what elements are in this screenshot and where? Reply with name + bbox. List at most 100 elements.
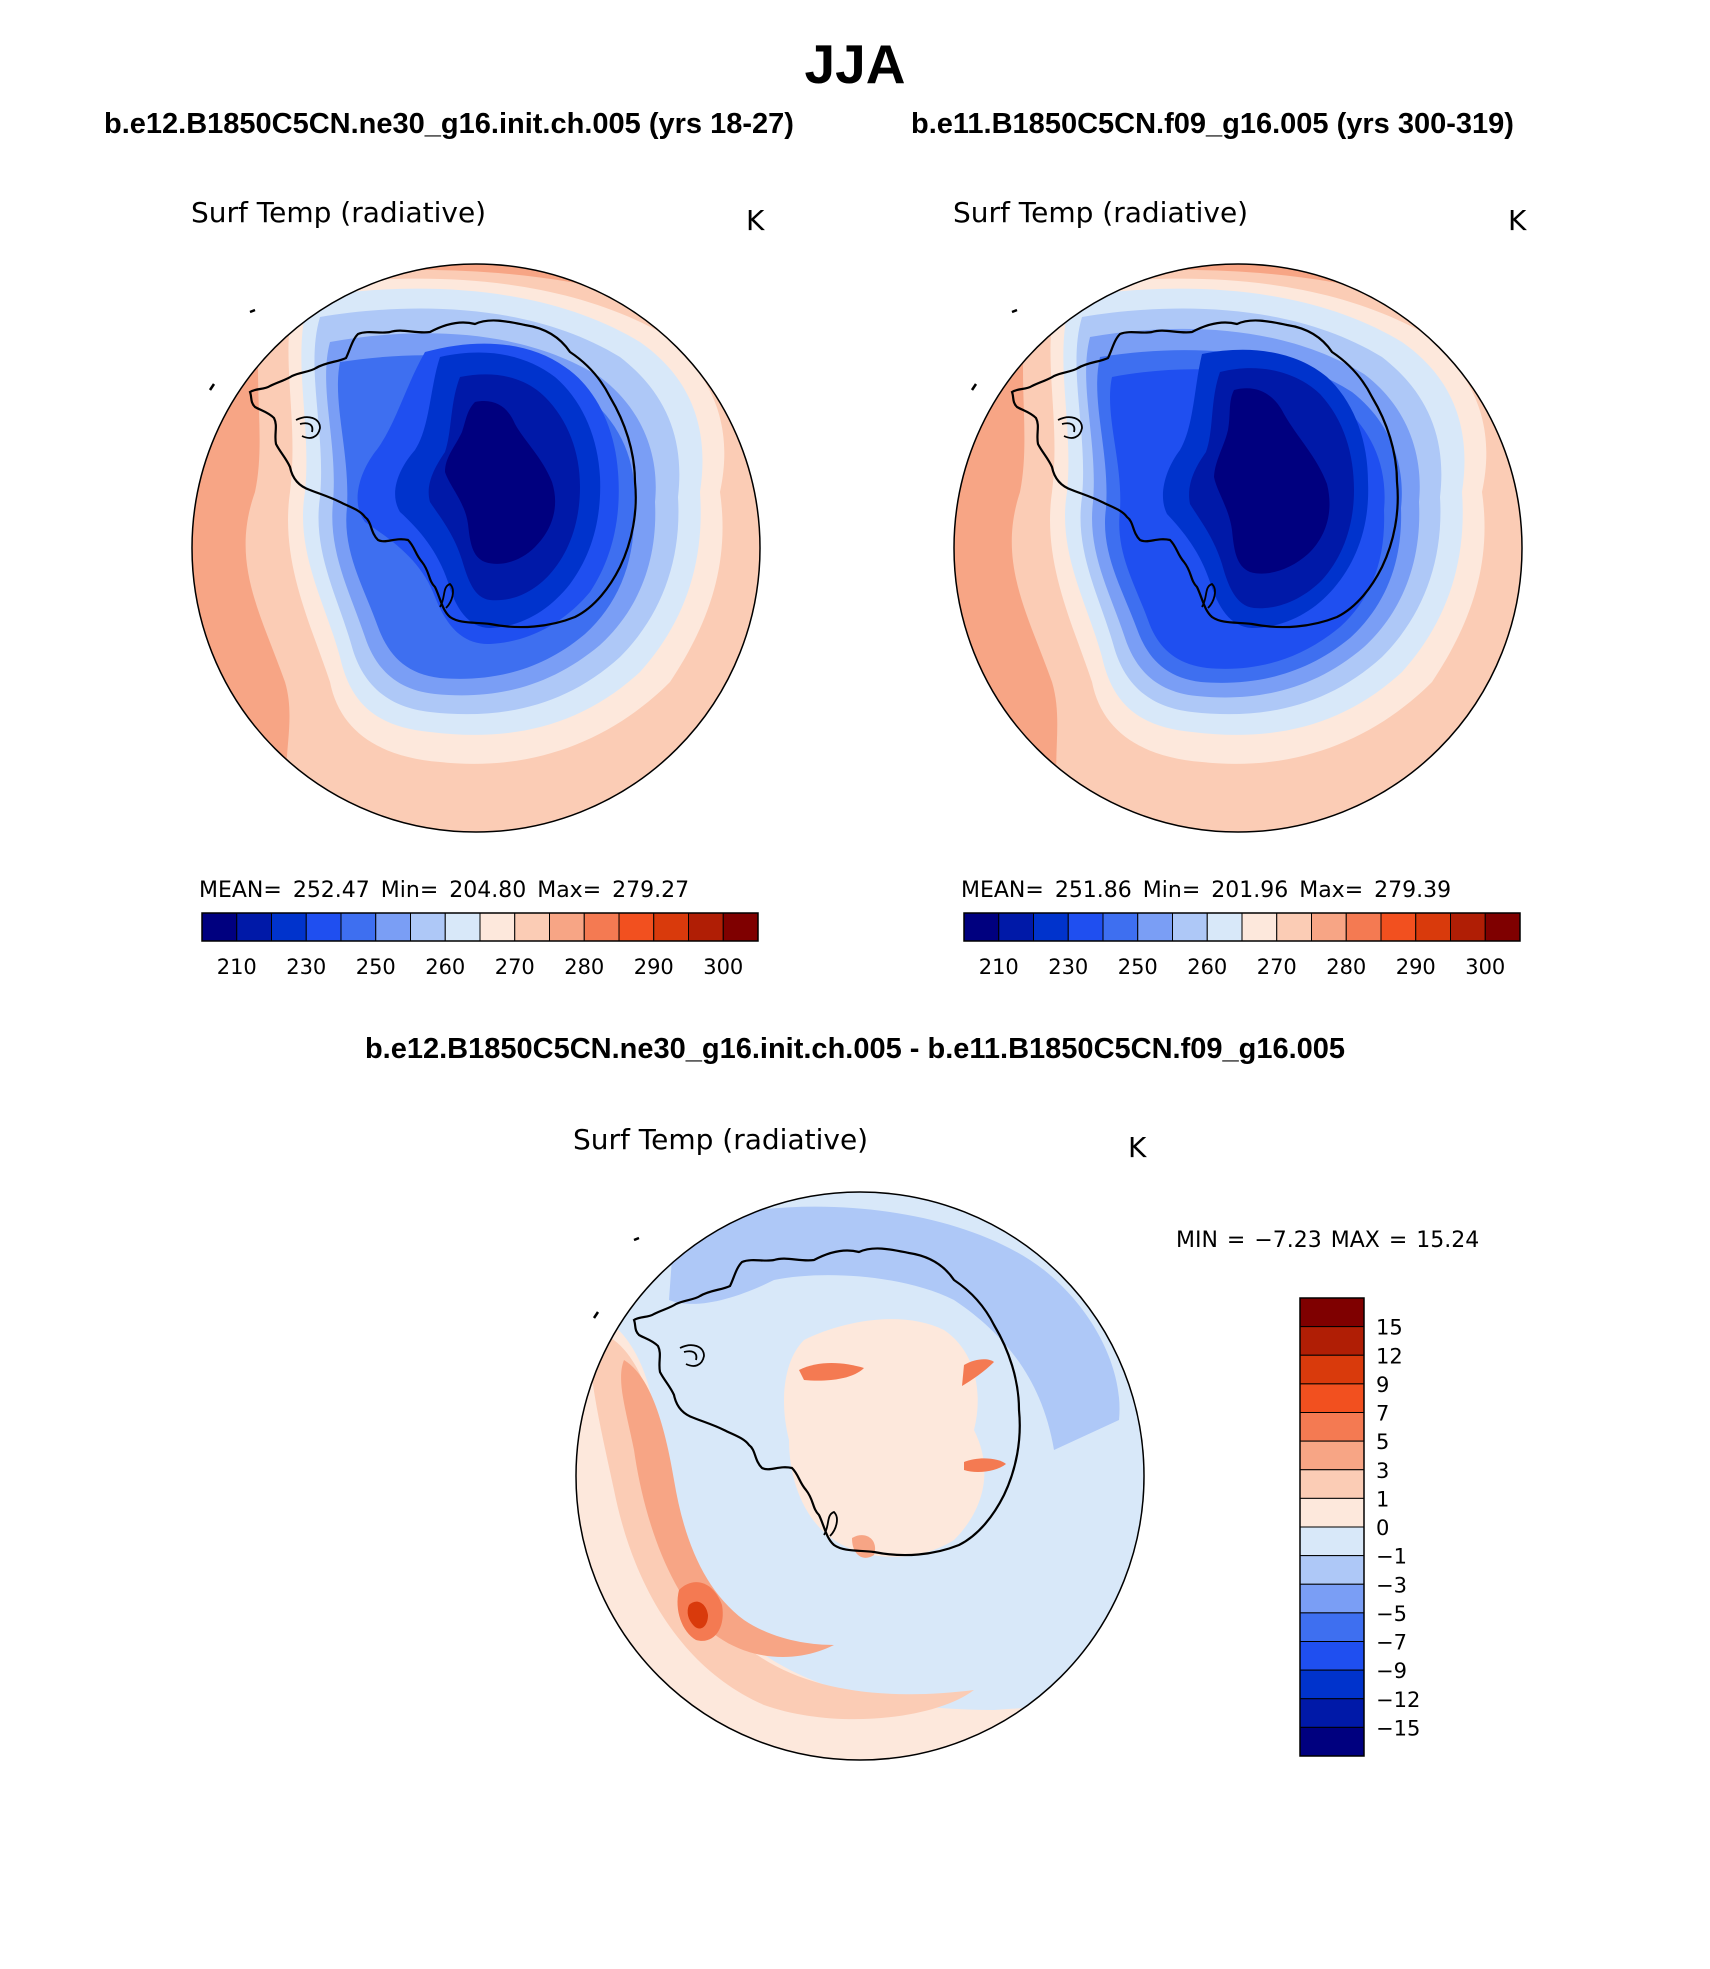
colorbar-swatch: [305, 912, 342, 942]
colorbar-tick-label: 12: [1376, 1344, 1403, 1368]
colorbar-swatch: [1299, 1497, 1365, 1528]
colorbar-swatch: [1299, 1354, 1365, 1385]
left-colorbar: 210 230 250 260 270 280 290 300: [201, 912, 759, 979]
colorbar-tick-label: −9: [1376, 1659, 1407, 1683]
colorbar-swatch: [375, 912, 411, 942]
colorbar-swatch: [201, 912, 238, 942]
colorbar-tick-label: −1: [1376, 1545, 1407, 1569]
colorbar-tick-label: −15: [1376, 1716, 1420, 1740]
colorbar-swatch: [1415, 912, 1451, 942]
south-georgia-islands: [208, 308, 256, 391]
left-case-title: b.e12.B1850C5CN.ne30_g16.init.ch.005 (yr…: [104, 108, 794, 140]
colorbar-swatch: [618, 912, 655, 942]
left-polar-map: [191, 263, 761, 833]
colorbar-swatch: [1299, 1526, 1365, 1557]
diff-minmax: MIN = −7.23 MAX = 15.24: [1176, 1228, 1480, 1253]
colorbar-tick-label: −5: [1376, 1602, 1407, 1626]
difference-polar-map: [575, 1191, 1145, 1761]
colorbar-tick-label: 3: [1376, 1459, 1389, 1483]
colorbar-frame: [1299, 1297, 1365, 1757]
ross-anomaly-streak: [799, 1363, 864, 1381]
colorbar-swatch: [1299, 1469, 1365, 1499]
colorbar-swatch: [1299, 1383, 1365, 1413]
land-zone-4: [1214, 388, 1330, 574]
colorbar-tick-label: 5: [1376, 1430, 1389, 1454]
colorbar-swatch: [479, 912, 516, 942]
colorbar-frame: [201, 912, 759, 942]
diff-units-label: K: [1128, 1131, 1147, 1164]
colorbar-swatch: [1311, 912, 1347, 942]
colorbar-swatch: [1299, 1641, 1365, 1671]
colorbar-tick-label: 210: [979, 955, 1019, 979]
colorbar-swatch: [549, 912, 585, 942]
colorbar-swatch: [1299, 1326, 1365, 1356]
colorbar-tick-label: 300: [703, 955, 743, 979]
colorbar-frame: [963, 912, 1521, 942]
main-title: JJA: [804, 33, 906, 95]
colorbar-tick-label: 280: [564, 955, 604, 979]
colorbar-swatch: [1299, 1612, 1365, 1642]
colorbar-swatch: [1299, 1698, 1365, 1728]
colorbar-swatch: [236, 912, 272, 942]
left-stats: MEAN= 252.47 Min= 204.80 Max= 279.27: [199, 878, 690, 903]
difference-title: b.e12.B1850C5CN.ne30_g16.init.ch.005 - b…: [364, 1033, 1346, 1065]
cool-anomaly-region: [669, 1206, 1120, 1450]
colorbar-swatch: [1033, 912, 1069, 942]
colorbar-tick-label: 15: [1376, 1316, 1403, 1340]
colorbar-tick-label: 250: [356, 955, 396, 979]
colorbar-tick-label: −12: [1376, 1688, 1420, 1712]
ice-shelf-outline: [823, 1510, 838, 1537]
colorbar-swatch: [1345, 912, 1382, 942]
land-zone-4: [445, 401, 556, 564]
colorbar-swatch: [1276, 912, 1312, 942]
colorbar-tick-label: 260: [1187, 955, 1227, 979]
coastal-anomaly-streak: [964, 1458, 1006, 1472]
right-polar-map: [953, 263, 1523, 833]
diff-variable-label: Surf Temp (radiative): [573, 1123, 869, 1156]
colorbar-swatch: [1206, 912, 1243, 942]
colorbar-swatch: [1241, 912, 1278, 942]
difference-colorbar: 15 12 9 7 5 3 1 0 −1 −3 −5 −7 −9 −12 −15: [1299, 1297, 1420, 1757]
colorbar-swatch: [1299, 1440, 1365, 1471]
colorbar-swatch: [1380, 912, 1417, 942]
colorbar-tick-label: 210: [217, 955, 257, 979]
colorbar-swatch: [1137, 912, 1173, 942]
peninsula-islands: [295, 416, 321, 439]
colorbar-tick-label: −3: [1376, 1573, 1407, 1597]
colorbar-tick-label: 280: [1326, 955, 1366, 979]
colorbar-swatch: [514, 912, 550, 942]
colorbar-tick-label: 7: [1376, 1402, 1389, 1426]
colorbar-swatch: [722, 912, 759, 942]
colorbar-tick-label: 300: [1465, 955, 1505, 979]
ice-shelf-outline: [1201, 582, 1216, 609]
warm-anomaly-max: [687, 1601, 708, 1629]
colorbar-swatch: [1299, 1583, 1365, 1614]
colorbar-tick-label: 290: [1396, 955, 1436, 979]
colorbar-swatch: [1172, 912, 1208, 942]
colorbar-swatch: [1299, 1669, 1365, 1700]
colorbar-swatch: [998, 912, 1034, 942]
map-border: [191, 263, 761, 833]
colorbar-swatch: [1450, 912, 1486, 942]
peninsula-islands: [1057, 416, 1083, 439]
colorbar-tick-label: −7: [1376, 1631, 1407, 1655]
colorbar-tick-label: 260: [425, 955, 465, 979]
colorbar-swatch: [1484, 912, 1521, 942]
antarctica-coastline: [632, 1247, 1021, 1557]
south-georgia-islands: [970, 308, 1018, 391]
colorbar-swatch: [653, 912, 689, 942]
colorbar-tick-label: 250: [1118, 955, 1158, 979]
colorbar-tick-label: 1: [1376, 1487, 1389, 1511]
colorbar-swatch: [583, 912, 620, 942]
colorbar-tick-label: 9: [1376, 1373, 1389, 1397]
colorbar-swatch: [410, 912, 446, 942]
colorbar-swatch: [1102, 912, 1139, 942]
colorbar-tick-label: 290: [634, 955, 674, 979]
left-variable-label: Surf Temp (radiative): [191, 196, 487, 229]
colorbar-swatch: [271, 912, 307, 942]
right-case-title: b.e11.B1850C5CN.f09_g16.005 (yrs 300-319…: [911, 108, 1514, 140]
peninsula-islands: [679, 1344, 705, 1367]
colorbar-swatch: [688, 912, 724, 942]
right-stats: MEAN= 251.86 Min= 201.96 Max= 279.39: [961, 878, 1452, 903]
colorbar-swatch: [1299, 1412, 1365, 1442]
